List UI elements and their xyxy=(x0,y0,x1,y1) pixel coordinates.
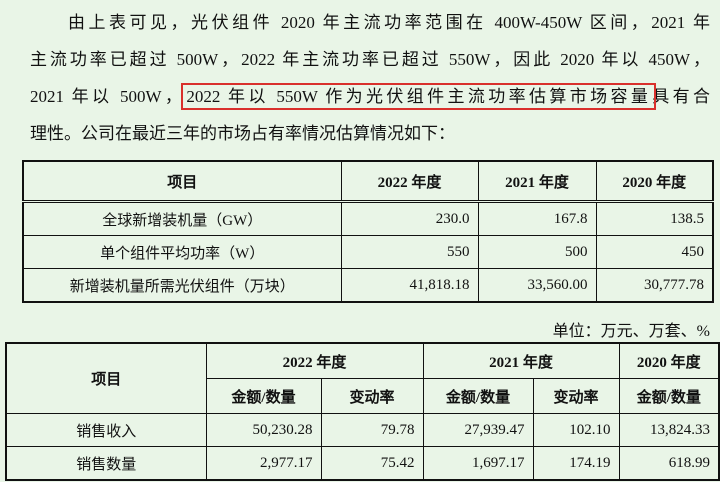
unit-note: 单位：万元、万套、% xyxy=(552,323,710,340)
cell: 138.5 xyxy=(595,201,714,236)
cell: 41,818.18 xyxy=(340,268,479,303)
header-cell: 2021 年度 xyxy=(477,160,597,203)
row: 销售收入 50,230.28 79.78 27,939.47 102.10 13… xyxy=(5,413,720,447)
cell: 1,697.17 xyxy=(422,446,534,481)
cell: 30,777.78 xyxy=(595,268,714,303)
header-cell: 2020 年度 xyxy=(618,342,720,379)
header-cell: 变动率 xyxy=(320,378,424,414)
line: 理性。公司在最近三年的市场占有率情况估算情况如下： xyxy=(30,124,455,143)
cell: 75.42 xyxy=(320,446,424,481)
cell: 450 xyxy=(595,235,714,269)
cell: 33,560.00 xyxy=(477,268,597,303)
header-row: 项目 2022 年度 2021 年度 2020 年度 xyxy=(22,160,714,203)
header-cell: 金额/数量 xyxy=(205,378,322,414)
line: 由上表可见，光伏组件 2020 年主流功率范围在 400W-450W 区间，20… xyxy=(68,13,710,32)
header-cell: 变动率 xyxy=(532,378,620,414)
table: 项目 2022 年度 2021 年度 2020 年度 全球新增装机量（GW） 2… xyxy=(22,160,714,303)
header-row: 项目 2022 年度 2021 年度 2020 年度 xyxy=(5,342,720,414)
cell: 单个组件平均功率（W） xyxy=(22,235,342,269)
header-cell: 2020 年度 xyxy=(595,160,714,203)
cell: 27,939.47 xyxy=(422,413,534,447)
cell: 50,230.28 xyxy=(205,413,322,447)
highlight: 2022 年以 550W 作为光伏组件主流功率估算市场容量 xyxy=(181,83,657,110)
cell: 167.8 xyxy=(477,201,597,236)
line: 2021 年以 500W，2022 年以 550W 作为光伏组件主流功率估算市场… xyxy=(30,78,710,115)
cell: 79.78 xyxy=(320,413,424,447)
table: 项目 2022 年度 2021 年度 2020 年度 金额/数量 变动率 金额/… xyxy=(5,342,720,481)
cell: 618.99 xyxy=(618,446,720,481)
header-cell: 金额/数量 xyxy=(618,378,720,414)
header-cell: 项目 xyxy=(5,342,207,414)
cell: 550 xyxy=(340,235,479,269)
cell: 销售数量 xyxy=(5,446,207,481)
cell: 500 xyxy=(477,235,597,269)
header-cell: 2021 年度 xyxy=(422,342,620,379)
cell: 102.10 xyxy=(532,413,620,447)
header-cell: 金额/数量 xyxy=(422,378,534,414)
row: 销售数量 2,977.17 75.42 1,697.17 174.19 618.… xyxy=(5,446,720,481)
row: 单个组件平均功率（W） 550 500 450 xyxy=(22,235,714,269)
cell: 174.19 xyxy=(532,446,620,481)
row: 全球新增装机量（GW） 230.0 167.8 138.5 xyxy=(22,201,714,236)
cell: 全球新增装机量（GW） xyxy=(22,201,342,236)
text: 2021 年以 500W， xyxy=(30,87,186,106)
header-cell: 2022 年度 xyxy=(205,342,424,379)
cell: 2,977.17 xyxy=(205,446,322,481)
paragraph: 由上表可见，光伏组件 2020 年主流功率范围在 400W-450W 区间，20… xyxy=(30,4,710,152)
cell: 新增装机量所需光伏组件（万块） xyxy=(22,268,342,303)
cell: 230.0 xyxy=(340,201,479,236)
header-cell: 2022 年度 xyxy=(340,160,479,203)
cell: 13,824.33 xyxy=(618,413,720,447)
header-cell: 项目 xyxy=(22,160,342,203)
row: 新增装机量所需光伏组件（万块） 41,818.18 33,560.00 30,7… xyxy=(22,268,714,303)
line: 主流功率已超过 500W，2022 年主流功率已超过 550W，因此 2020 … xyxy=(30,50,710,69)
text: 具有合 xyxy=(652,87,710,106)
subheader-row: 金额/数量 变动率 金额/数量 变动率 金额/数量 xyxy=(6,378,720,414)
cell: 销售收入 xyxy=(5,413,207,447)
